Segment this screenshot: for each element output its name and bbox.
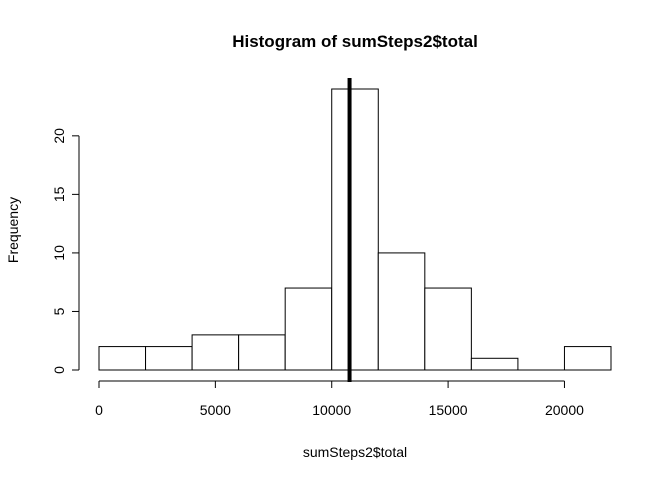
histogram-bar bbox=[145, 346, 193, 371]
y-tick-label: 15 bbox=[51, 186, 67, 202]
y-axis-label: Frequency bbox=[5, 197, 21, 263]
y-tick-label: 10 bbox=[51, 245, 67, 261]
histogram-bar bbox=[563, 346, 612, 371]
histogram-bar bbox=[377, 252, 426, 371]
x-tick-label: 5000 bbox=[200, 402, 231, 418]
y-tick-label: 20 bbox=[51, 128, 67, 144]
y-tick-label: 0 bbox=[51, 366, 67, 374]
histogram-bar bbox=[191, 334, 240, 371]
x-tick-label: 15000 bbox=[429, 402, 468, 418]
histogram-bar bbox=[424, 287, 472, 371]
x-tick-label: 20000 bbox=[545, 402, 584, 418]
y-tick-label: 5 bbox=[51, 307, 67, 315]
histogram-bar bbox=[284, 287, 333, 371]
histogram-bar bbox=[98, 346, 147, 371]
histogram-bar bbox=[331, 88, 379, 371]
x-tick-label: 0 bbox=[95, 402, 103, 418]
histogram-bar bbox=[238, 334, 286, 371]
x-axis: 0 5000 10000 15000 20000 bbox=[95, 380, 584, 418]
x-tick-label: 10000 bbox=[312, 402, 351, 418]
x-axis-label: sumSteps2$total bbox=[303, 444, 407, 460]
histogram-bar bbox=[470, 357, 519, 371]
bars-group bbox=[98, 88, 612, 371]
y-axis: 0 5 10 15 20 bbox=[51, 128, 80, 374]
chart-title: Histogram of sumSteps2$total bbox=[232, 32, 478, 51]
